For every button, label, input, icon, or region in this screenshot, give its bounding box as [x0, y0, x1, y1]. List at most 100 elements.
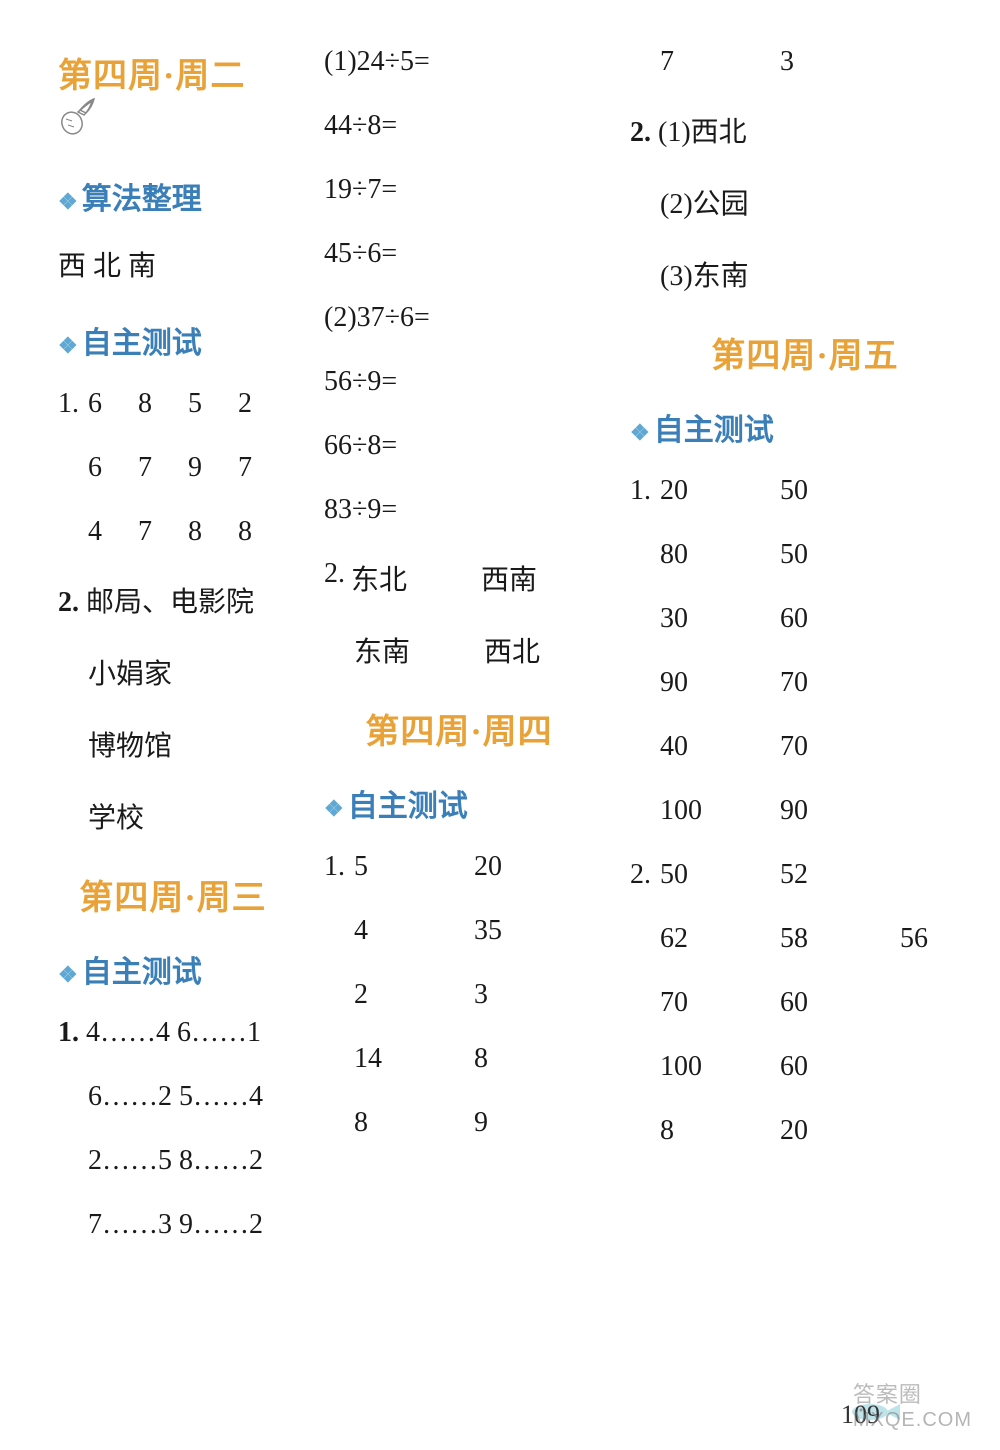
- cell: [900, 859, 980, 891]
- cell: 8: [474, 1043, 594, 1075]
- question-number: 1.: [58, 1017, 79, 1048]
- cell: 5: [188, 388, 238, 420]
- q2b3-row-1: 625856: [630, 923, 980, 955]
- q1b-row-1: 6……2 5……4: [58, 1081, 288, 1113]
- q1b3-row-2: 3060: [630, 603, 980, 635]
- directions-text: 西 北 南: [58, 244, 288, 284]
- q1b-row-0: 1. 5 20: [324, 851, 594, 883]
- cell: 50: [660, 859, 780, 891]
- subheading-zizhu-3: ❖自主测试: [324, 781, 594, 825]
- text: 4……4 6……1: [86, 1017, 261, 1048]
- cell: 60: [780, 603, 900, 635]
- question-number: 1.: [324, 851, 354, 883]
- q1b-row-3: 14 8: [324, 1043, 594, 1075]
- cell: 4: [88, 516, 138, 548]
- q1b3-row-4: 4070: [630, 731, 980, 763]
- cell: 20: [474, 851, 594, 883]
- q2-line-0: 2. 邮局、电影院: [58, 580, 288, 620]
- diamond-icon: ❖: [630, 420, 650, 445]
- cell: 52: [780, 859, 900, 891]
- q2-item-2: (3)东南: [630, 254, 980, 294]
- q2-pair-0: 2. 东北 西南: [324, 558, 594, 598]
- q2b3-row-3: 10060: [630, 1051, 980, 1083]
- q2-line-1: 小娟家: [58, 652, 288, 692]
- cell: 62: [660, 923, 780, 955]
- q1b-row-1: 4 35: [324, 915, 594, 947]
- watermark: 答案圈 MXQE.COM: [853, 1377, 972, 1432]
- cell: 7: [138, 452, 188, 484]
- column-2: (1)24÷5= 44÷8= 19÷7= 45÷6= (2)37÷6= 56÷9…: [306, 20, 612, 1350]
- watermark-cn: 答案圈: [853, 1382, 922, 1407]
- cell: 58: [780, 923, 900, 955]
- q1b3-row-1: 8050: [630, 539, 980, 571]
- q1b-row-2: 2……5 8……2: [58, 1145, 288, 1177]
- subheading-text: 自主测试: [348, 790, 468, 823]
- cell: 80: [660, 539, 780, 571]
- cell: 2: [354, 979, 474, 1011]
- subheading-zizhu-4: ❖自主测试: [630, 405, 980, 449]
- text: 东南: [354, 630, 484, 670]
- subheading-text: 算法整理: [82, 183, 202, 216]
- diamond-icon: ❖: [324, 796, 344, 821]
- cell: 20: [780, 1115, 900, 1147]
- cell: 70: [780, 667, 900, 699]
- watermark-en: MXQE.COM: [853, 1409, 972, 1431]
- cell: 100: [660, 795, 780, 827]
- q1b3-row-0: 1. 20 50: [630, 475, 980, 507]
- question-number: 2.: [58, 587, 79, 618]
- q1b3-row-3: 9070: [630, 667, 980, 699]
- eq-0: (1)24÷5=: [324, 46, 594, 78]
- subheading-text: 自主测试: [82, 327, 202, 360]
- column-1: 第四周·周二 ❖算法整理 西 北 南 ❖自主测试 1. 6 8 5: [40, 20, 306, 1350]
- q1b-row-0: 1. 4……4 6……1: [58, 1017, 288, 1049]
- heading-w4d4: 第四周·周四: [324, 704, 594, 753]
- cell: 35: [474, 915, 594, 947]
- diamond-icon: ❖: [58, 962, 78, 987]
- q1b3-row-5: 10090: [630, 795, 980, 827]
- cell: 3: [780, 46, 900, 78]
- cell: 90: [660, 667, 780, 699]
- cell: 9: [188, 452, 238, 484]
- heading-w4d2: 第四周·周二: [58, 48, 288, 146]
- question-number: 2.: [630, 117, 651, 148]
- cell: 8: [188, 516, 238, 548]
- subheading-zizhu-2: ❖自主测试: [58, 947, 288, 991]
- q2-line-2: 博物馆: [58, 724, 288, 764]
- q2-line-3: 学校: [58, 796, 288, 836]
- text: 邮局、电影院: [86, 587, 254, 618]
- cell: [900, 1051, 980, 1083]
- question-number: 2.: [324, 558, 345, 598]
- text: (1)西北: [658, 117, 747, 148]
- cell: 8: [138, 388, 188, 420]
- subheading-suanfa: ❖算法整理: [58, 174, 288, 218]
- cell: 90: [780, 795, 900, 827]
- q1b-row-3: 7……3 9……2: [58, 1209, 288, 1241]
- cell: 8: [660, 1115, 780, 1147]
- text: 西北: [484, 630, 540, 670]
- cell: 50: [780, 539, 900, 571]
- cell: 8: [354, 1107, 474, 1139]
- q2b3-row-2: 7060: [630, 987, 980, 1019]
- q1-row-2: 4 7 8 8: [58, 516, 288, 548]
- cell: 6: [88, 388, 138, 420]
- q2-item-1: (2)公园: [630, 182, 980, 222]
- cell: 56: [900, 923, 980, 955]
- text: 西南: [481, 558, 537, 598]
- subheading-zizhu-1: ❖自主测试: [58, 318, 288, 362]
- cell: 60: [780, 987, 900, 1019]
- cell: 4: [354, 915, 474, 947]
- cell: 60: [780, 1051, 900, 1083]
- cell: 8: [238, 516, 288, 548]
- heading-w4d3: 第四周·周三: [58, 870, 288, 919]
- cell: 30: [660, 603, 780, 635]
- heading-text: 第四周·周二: [58, 58, 245, 95]
- cell: 9: [474, 1107, 594, 1139]
- text: 东北: [351, 558, 481, 598]
- question-number: 1.: [630, 475, 660, 507]
- cell: 7: [660, 46, 780, 78]
- eq-6: 66÷8=: [324, 430, 594, 462]
- cell: 7: [238, 452, 288, 484]
- q1b-row-4: 8 9: [324, 1107, 594, 1139]
- question-number: 1.: [58, 388, 88, 420]
- cell: 14: [354, 1043, 474, 1075]
